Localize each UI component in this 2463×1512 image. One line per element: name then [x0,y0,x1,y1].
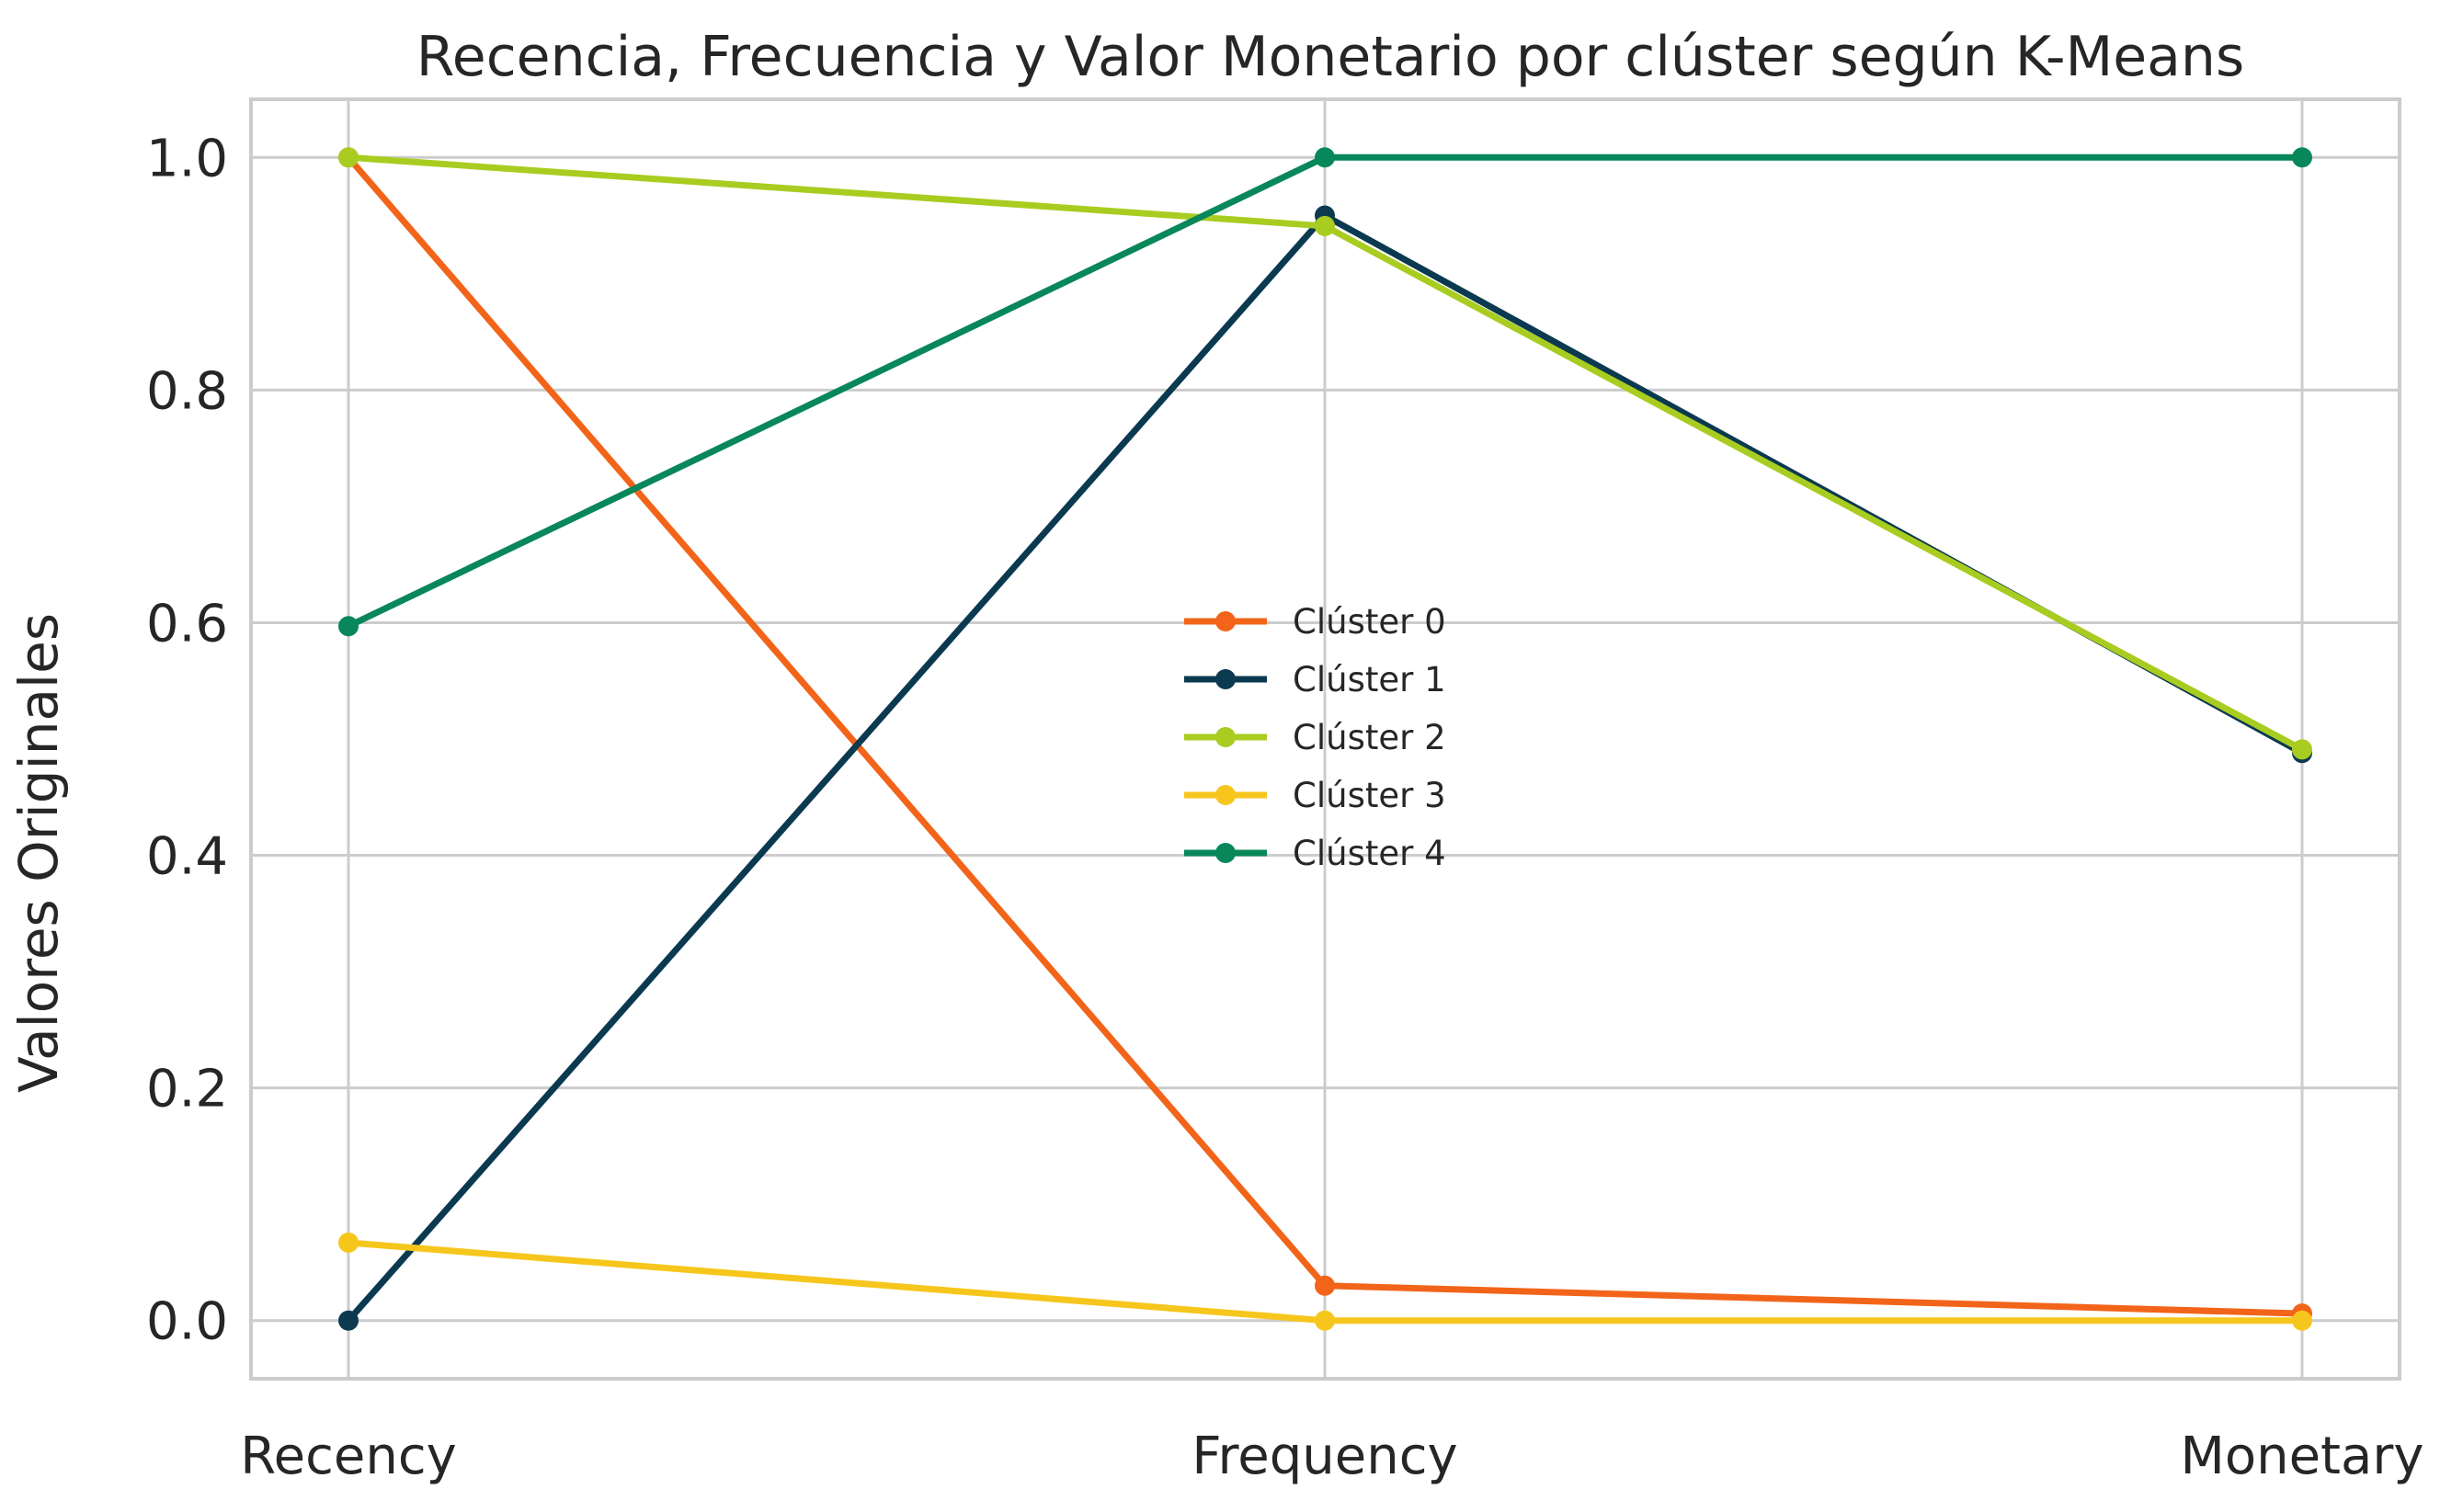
axis-ticks: 0.0 0.2 0.4 0.6 0.8 1.0 Recency Frequency Moneta… [146,129,2424,1486]
data-point [1315,1310,1335,1331]
legend-item: Clúster 1 [1184,660,1446,699]
data-point [338,1232,359,1253]
legend-item: Clúster 4 [1184,834,1446,873]
plot-area [249,97,2401,1381]
y-tick-label: 1.0 [146,129,228,188]
legend-label: Clúster 3 [1293,776,1446,815]
series-cluster-2 [338,147,2312,760]
legend-item: Clúster 3 [1184,776,1446,815]
y-axis-label: Valores Originales [7,613,70,1093]
y-tick-label: 0.4 [146,827,228,887]
legend-marker [1215,611,1236,631]
data-point [338,616,359,637]
data-point [2292,147,2312,168]
x-tick-label: Monetary [2181,1427,2424,1486]
legend-label: Clúster 0 [1293,602,1446,642]
chart-title: Recencia, Frecuencia y Valor Monetario p… [416,25,2244,89]
legend-marker [1215,843,1236,863]
series-cluster-3 [338,1232,2312,1331]
data-point [1315,147,1335,168]
y-tick-label: 0.8 [146,361,228,421]
data-point [2292,739,2312,760]
data-point [338,1310,359,1331]
x-tick-label: Frequency [1192,1427,1457,1486]
legend-marker [1215,669,1236,689]
data-point [2292,1310,2312,1331]
legend-label: Clúster 2 [1293,718,1446,757]
legend: Clúster 0 Clúster 1 Clúster 2 Clúster 3 Clús… [1184,602,1446,873]
y-tick-label: 0.2 [146,1060,228,1120]
x-tick-label: Recency [240,1427,457,1486]
legend-label: Clúster 4 [1293,834,1446,873]
data-point [1315,1275,1335,1296]
legend-marker [1215,785,1236,805]
y-tick-label: 0.6 [146,594,228,654]
legend-item: Clúster 2 [1184,718,1446,757]
y-tick-label: 0.0 [146,1292,228,1352]
data-point [338,147,359,168]
legend-marker [1215,727,1236,747]
legend-item: Clúster 0 [1184,602,1446,642]
data-point [1315,215,1335,236]
series-cluster-4 [338,147,2312,637]
legend-label: Clúster 1 [1293,660,1446,699]
series-lines [338,147,2312,1331]
